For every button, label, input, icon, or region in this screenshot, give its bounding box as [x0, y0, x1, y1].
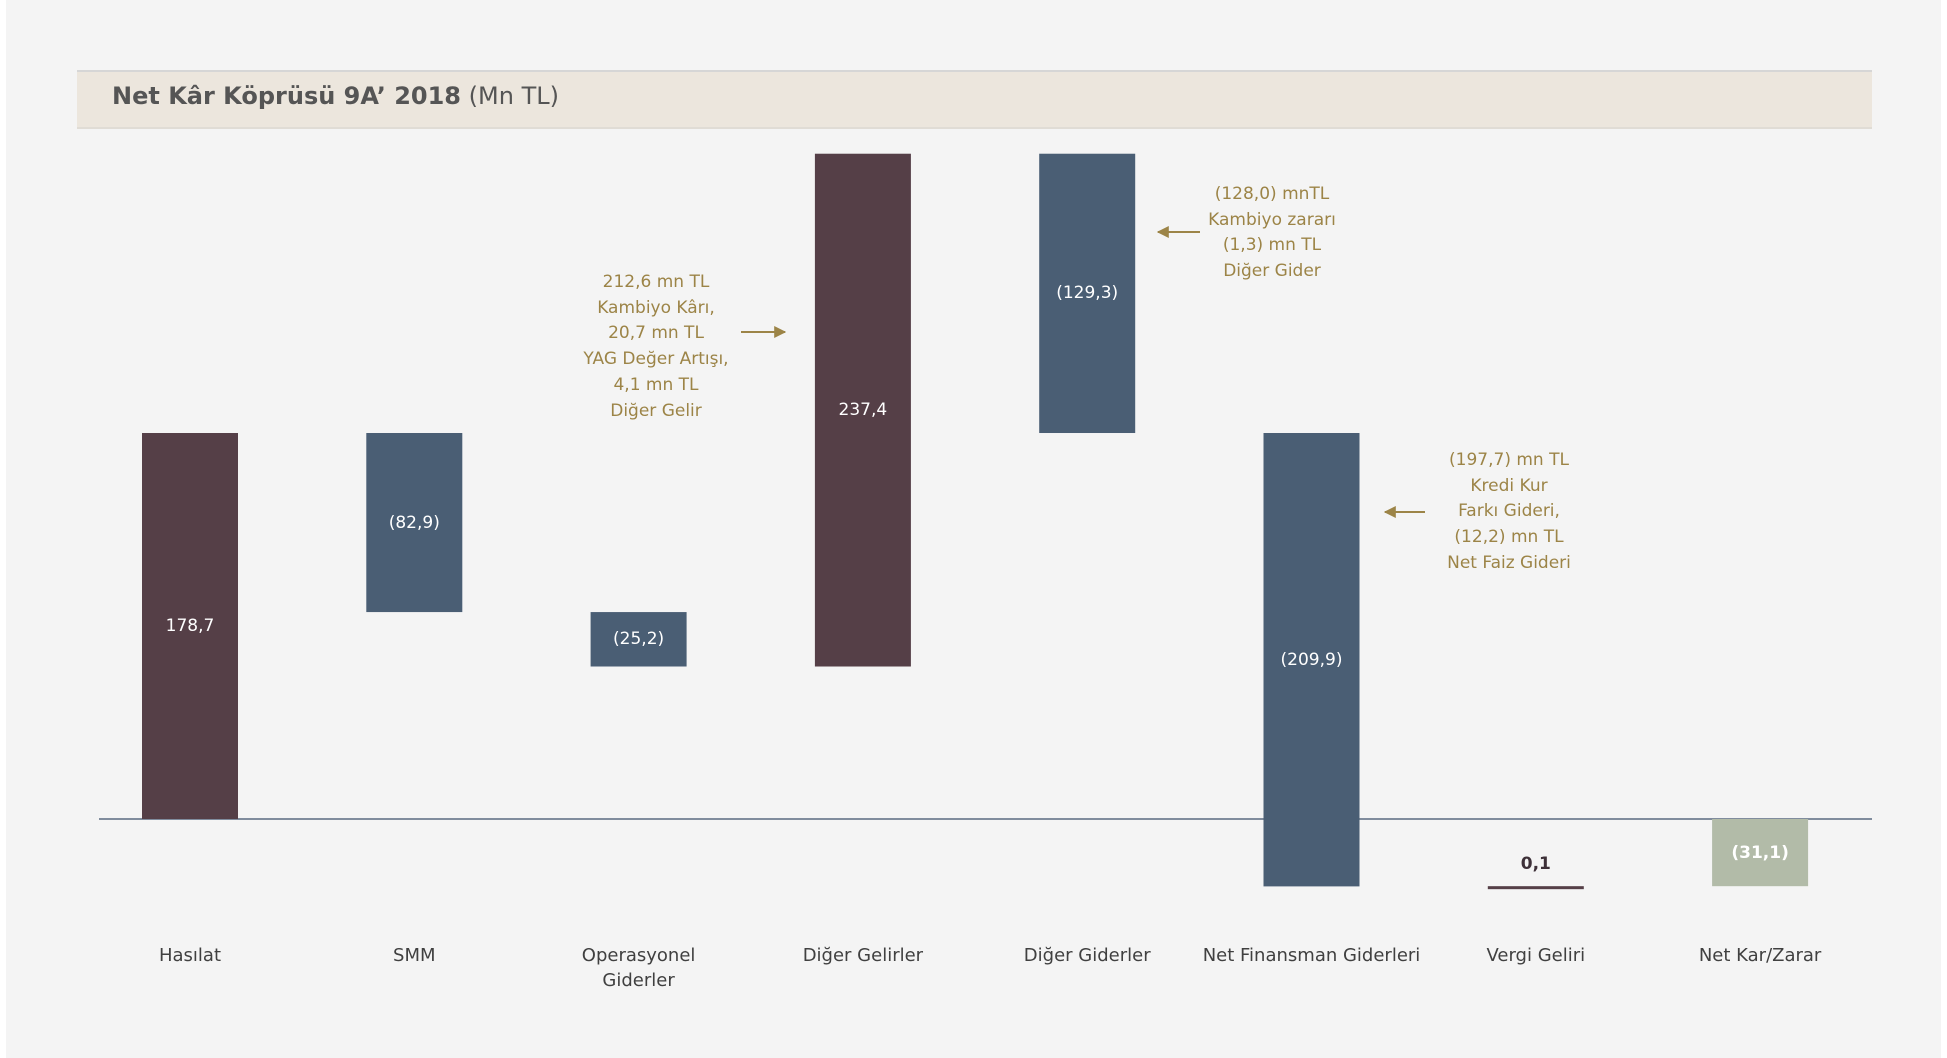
value-label: (129,3) [1056, 283, 1119, 304]
x-tick-label: Operasyonel Giderler [581, 945, 696, 991]
bar [1039, 153, 1136, 434]
value-label: (31,1) [1731, 842, 1789, 863]
x-tick-label: Hasılat [158, 945, 222, 966]
value-label: (25,2) [613, 629, 665, 650]
bar [1712, 819, 1809, 887]
bar [590, 612, 687, 667]
value-label: (82,9) [388, 512, 440, 533]
background [6, 0, 1941, 1058]
bar [1263, 433, 1360, 887]
value-label: 178,7 [165, 616, 215, 636]
annotation: 212,6 mn TL Kambiyo Kârı, 20,7 mn TL YAG… [583, 272, 729, 421]
annotation: (128,0) mnTL Kambiyo zararı (1,3) mn TL … [1208, 184, 1336, 282]
title-block: Net Kâr Köprüsü 9A’ 2018 (Mn TL) [112, 82, 559, 110]
chart-unit: (Mn TL) [468, 82, 559, 110]
title-band [77, 70, 1872, 129]
annotation: (197,7) mn TL Kredi Kur Farkı Gideri, (1… [1447, 450, 1571, 573]
x-tick-label: Net Kar/Zarar [1698, 945, 1822, 966]
bar [1487, 886, 1584, 890]
x-tick-label: SMM [393, 945, 436, 966]
x-tick-label: Net Finansman Giderleri [1202, 945, 1421, 966]
value-label: 0,1 [1520, 854, 1551, 875]
bar [814, 153, 911, 667]
chart-title: Net Kâr Köprüsü 9A’ 2018 [112, 82, 462, 110]
value-label: 237,4 [838, 400, 888, 421]
value-label: (209,9) [1280, 649, 1343, 670]
x-tick-label: Diğer Gelirler [802, 945, 924, 966]
bar [142, 433, 238, 819]
x-tick-label: Diğer Giderler [1023, 945, 1151, 966]
x-tick-label: Vergi Geliri [1486, 945, 1586, 966]
bar [366, 433, 463, 613]
